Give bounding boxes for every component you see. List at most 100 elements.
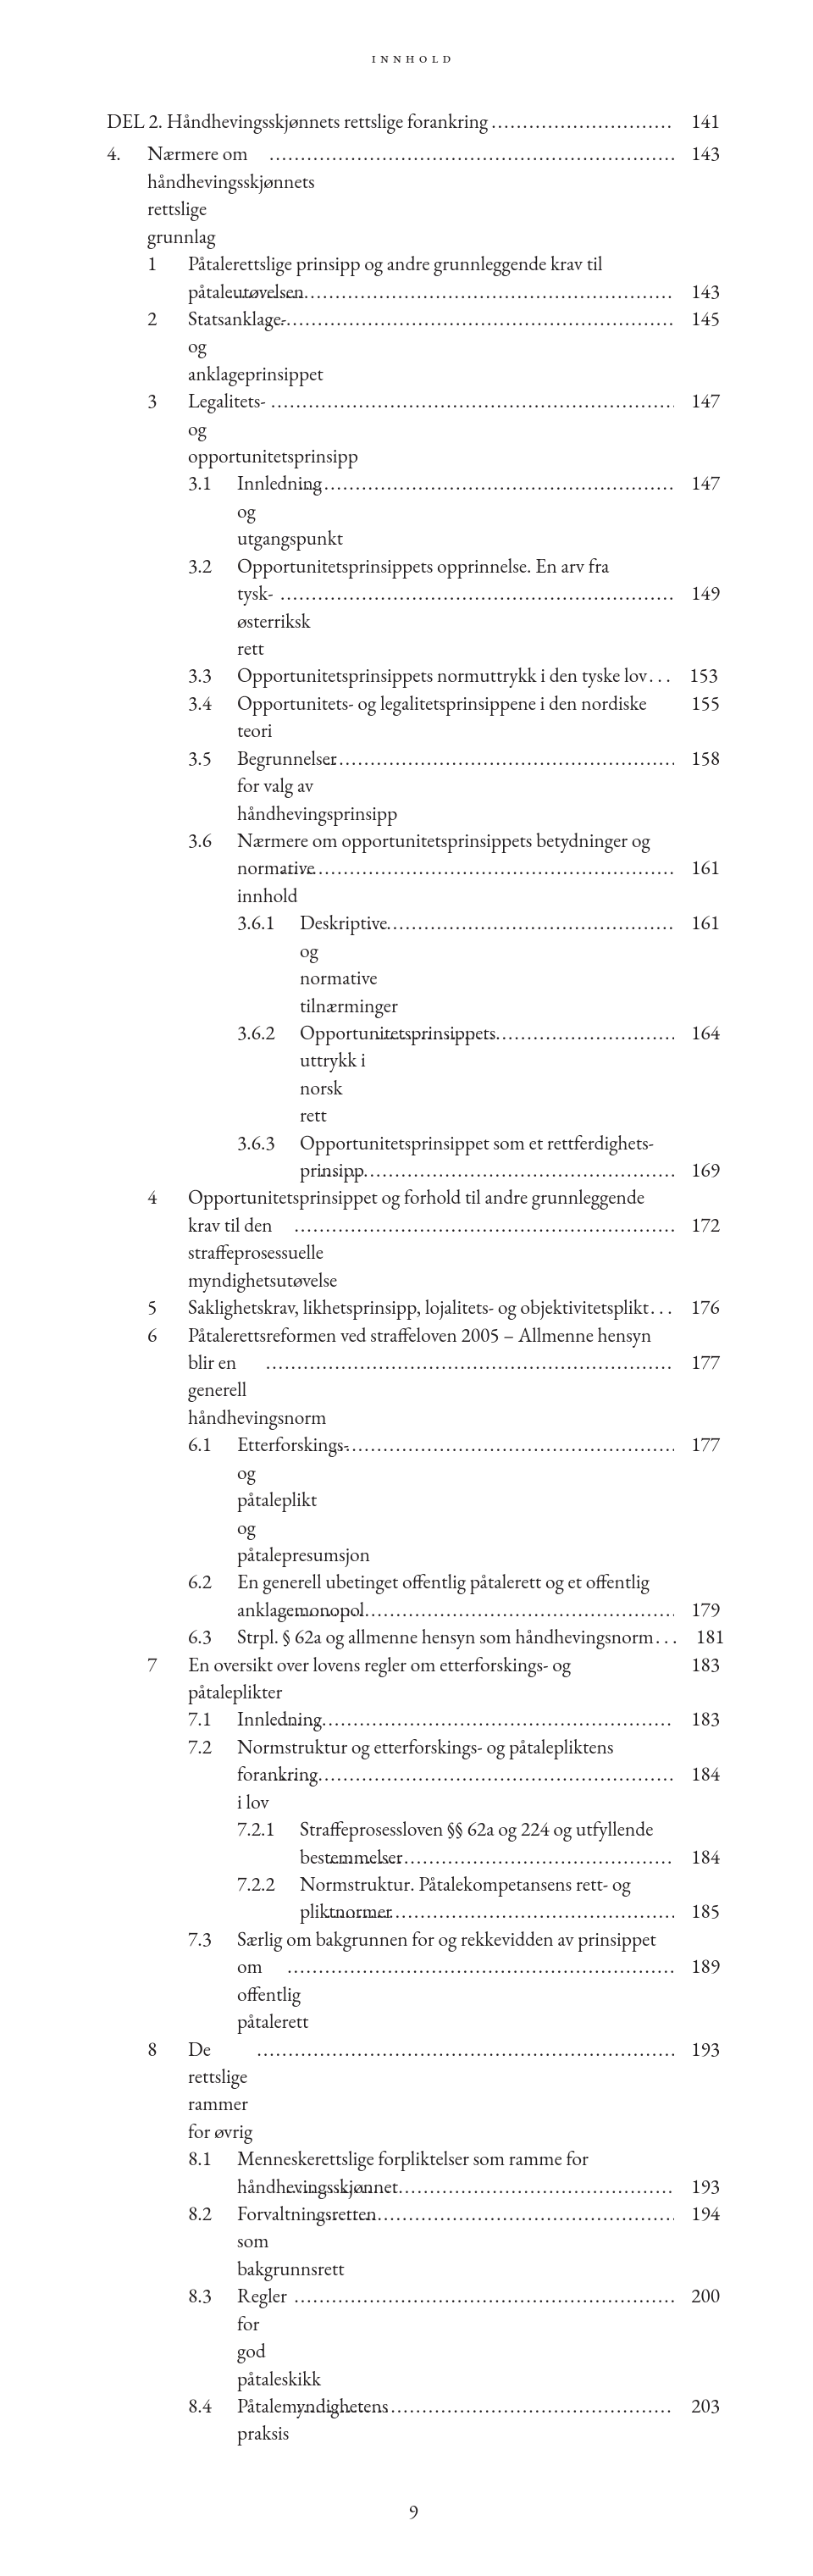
toc-page-ref: 194 — [674, 2201, 720, 2228]
leader-dots: ........................................… — [263, 1349, 674, 1377]
toc-entry: 8.4Påtalemyndighetens praksis...........… — [107, 2393, 720, 2448]
toc-page-ref: 149 — [674, 580, 720, 607]
toc-entry-number: 3.6 — [188, 828, 237, 855]
toc-page-ref: 141 — [674, 108, 720, 136]
toc-entry-number: 3.6.2 — [237, 1020, 300, 1047]
leader-dots: ........................................… — [262, 1706, 674, 1733]
leader-dots: . . . — [654, 1624, 679, 1651]
toc-entry-number: 4. — [107, 141, 147, 168]
toc-entry-number: 3.1 — [188, 470, 237, 497]
toc-page-ref: 193 — [674, 2174, 720, 2201]
toc-entry-number: 2 — [147, 306, 188, 333]
leader-dots: ........................................… — [488, 108, 674, 136]
toc-entry: 8.3Regler for god påtaleskikk...........… — [107, 2283, 720, 2393]
toc-entry-title: Innledning — [237, 1706, 262, 1733]
toc-page-ref: 164 — [674, 1020, 720, 1047]
toc-entry-number: 7 — [147, 1652, 188, 1679]
toc-entry-title: Statsanklage- og anklageprinsippet — [188, 306, 264, 388]
toc-page-ref: 147 — [674, 388, 720, 415]
leader-dots: . . . — [649, 1294, 674, 1321]
toc-entry: 3.6Nærmere om opportunitetsprinsippets b… — [107, 828, 720, 855]
leader-dots: ........................................… — [329, 1432, 674, 1459]
toc-entry-title: tysk-østerriksk rett — [237, 580, 277, 662]
toc-entry-number: 5 — [147, 1294, 188, 1321]
toc-entry: 6.2En generell ubetinget offentlig påtal… — [107, 1569, 720, 1596]
toc-page-ref: 184 — [674, 1761, 720, 1788]
toc-entry: 3.2Opportunitetsprinsippets opprinnelse.… — [107, 553, 720, 580]
toc-entry-title: Påtalerettsreformen ved straffeloven 200… — [188, 1322, 720, 1349]
toc-page-ref: 176 — [674, 1294, 720, 1321]
toc-page-ref: 143 — [674, 279, 720, 306]
toc-entry-number: 7.2 — [188, 1734, 237, 1761]
toc-page-ref: 155 — [674, 690, 720, 717]
toc-entry: 8De rettslige rammer for øvrig..........… — [107, 2036, 720, 2147]
leader-dots: ........................................… — [323, 745, 674, 773]
leader-dots: ........................................… — [268, 388, 674, 415]
toc-entry: tysk-østerriksk rett....................… — [107, 580, 720, 662]
toc-entry: 5Saklighetskrav, likhetsprinsipp, lojali… — [107, 1294, 720, 1321]
toc-entry-number: 6.3 — [188, 1624, 237, 1651]
toc-entry-title: Opportunitets- og legalitetsprinsippene … — [237, 690, 667, 745]
toc-entry-title: Straffeprosessloven §§ 62a og 224 og utf… — [300, 1816, 720, 1843]
leader-dots: ........................................… — [271, 1761, 674, 1788]
toc-page-ref: 181 — [679, 1624, 725, 1651]
toc-page-ref: 177 — [674, 1432, 720, 1459]
toc-entry-number: 3 — [147, 388, 188, 415]
toc-entry-number: 8 — [147, 2036, 188, 2064]
toc-entry: 6.1Etterforskings- og påtaleplikt og påt… — [107, 1432, 720, 1569]
toc-entry: prinsipp................................… — [107, 1157, 720, 1184]
toc-entry-number: 6.1 — [188, 1432, 237, 1459]
toc-entry-number: 8.1 — [188, 2146, 237, 2173]
toc-entry-title: Menneskerettslige forpliktelser som ramm… — [237, 2146, 720, 2173]
toc-entry: bestemmelser............................… — [107, 1844, 720, 1871]
toc-entry-number: 3.4 — [188, 690, 237, 717]
toc-entry-title: Opportunitetsprinsippet som et rettferdi… — [300, 1130, 720, 1157]
toc-entry: anklagemonopol..........................… — [107, 1597, 720, 1624]
toc-entry: blir en generell håndhevingsnorm........… — [107, 1349, 720, 1432]
toc-page-ref: 179 — [674, 1597, 720, 1624]
toc-page: innhold DEL 2. Håndhevingsskjønnets rett… — [0, 0, 813, 2576]
toc-entry-number: 3.2 — [188, 553, 237, 580]
toc-page-ref: 189 — [674, 1953, 720, 1980]
leader-dots: ........................................… — [325, 1844, 674, 1871]
toc-entry: 3.3Opportunitetsprinsippets normuttrykk … — [107, 662, 720, 690]
toc-entry-title: En generell ubetinget offentlig påtalere… — [237, 1569, 720, 1596]
part-label: DEL 2. Håndhevingsskjønnets rettslige fo… — [107, 108, 488, 136]
toc-entry-title: Opportunitetsprinsippet og forhold til a… — [188, 1184, 720, 1211]
toc-entry: 3Legalitets- og opportunitetsprinsipp...… — [107, 388, 720, 470]
toc-page-ref: 147 — [674, 470, 720, 497]
leader-dots: ........................................… — [284, 1953, 674, 1980]
part-heading: DEL 2. Håndhevingsskjønnets rettslige fo… — [107, 108, 720, 136]
toc-entry-title: anklagemonopol — [237, 1597, 274, 1624]
toc-entry: 3.4Opportunitets- og legalitetsprinsippe… — [107, 690, 720, 745]
toc-entry-title: Opportunitetsprinsippets uttrykk i norsk… — [300, 1020, 373, 1130]
toc-entry: 3.6.1Deskriptive og normative tilnærming… — [107, 910, 720, 1020]
toc-entry: håndhevingsskjønnet.....................… — [107, 2174, 720, 2201]
toc-entry-number: 8.2 — [188, 2201, 237, 2228]
toc-page-ref: 169 — [674, 1157, 720, 1184]
toc-entry: 7.2.2Normstruktur. Påtalekompetansens re… — [107, 1871, 720, 1898]
toc-entry: forankring i lov........................… — [107, 1761, 720, 1816]
toc-entry-number: 1 — [147, 251, 188, 278]
toc-entry-number: 7.2.1 — [237, 1816, 300, 1843]
toc-page-ref: 185 — [674, 1898, 720, 1925]
leader-dots: ........................................… — [296, 470, 674, 497]
leader-dots: ........................................… — [264, 306, 674, 333]
toc-entry: 8.2Forvaltningsretten som bakgrunnsrett.… — [107, 2201, 720, 2283]
toc-entry-number: 8.3 — [188, 2283, 237, 2310]
toc-entry-title: prinsipp — [300, 1157, 316, 1184]
toc-entry-title: Legalitets- og opportunitetsprinsipp — [188, 388, 268, 470]
toc-page-ref: 145 — [674, 306, 720, 333]
toc-entry-title: Etterforskings- og påtaleplikt og påtale… — [237, 1432, 329, 1569]
toc-page-ref: 177 — [674, 1349, 720, 1377]
toc-entry: pliktnormer.............................… — [107, 1898, 720, 1925]
running-head: innhold — [107, 49, 720, 68]
toc-entry-number: 3.6.1 — [237, 910, 300, 937]
toc-page-ref: 183 — [674, 1652, 720, 1679]
toc-entry-title: Normstruktur. Påtalekompetansens rett- o… — [300, 1871, 720, 1898]
leader-dots: ........................................… — [323, 1898, 674, 1925]
page-number-footer: 9 — [107, 2499, 720, 2525]
toc-entry: påtaleutøvelsen.........................… — [107, 279, 720, 306]
toc-entry-title: En oversikt over lovens regler om etterf… — [188, 1652, 667, 1707]
toc-entry: 4.Nærmere om håndhevingsskjønnets rettsl… — [107, 141, 720, 251]
